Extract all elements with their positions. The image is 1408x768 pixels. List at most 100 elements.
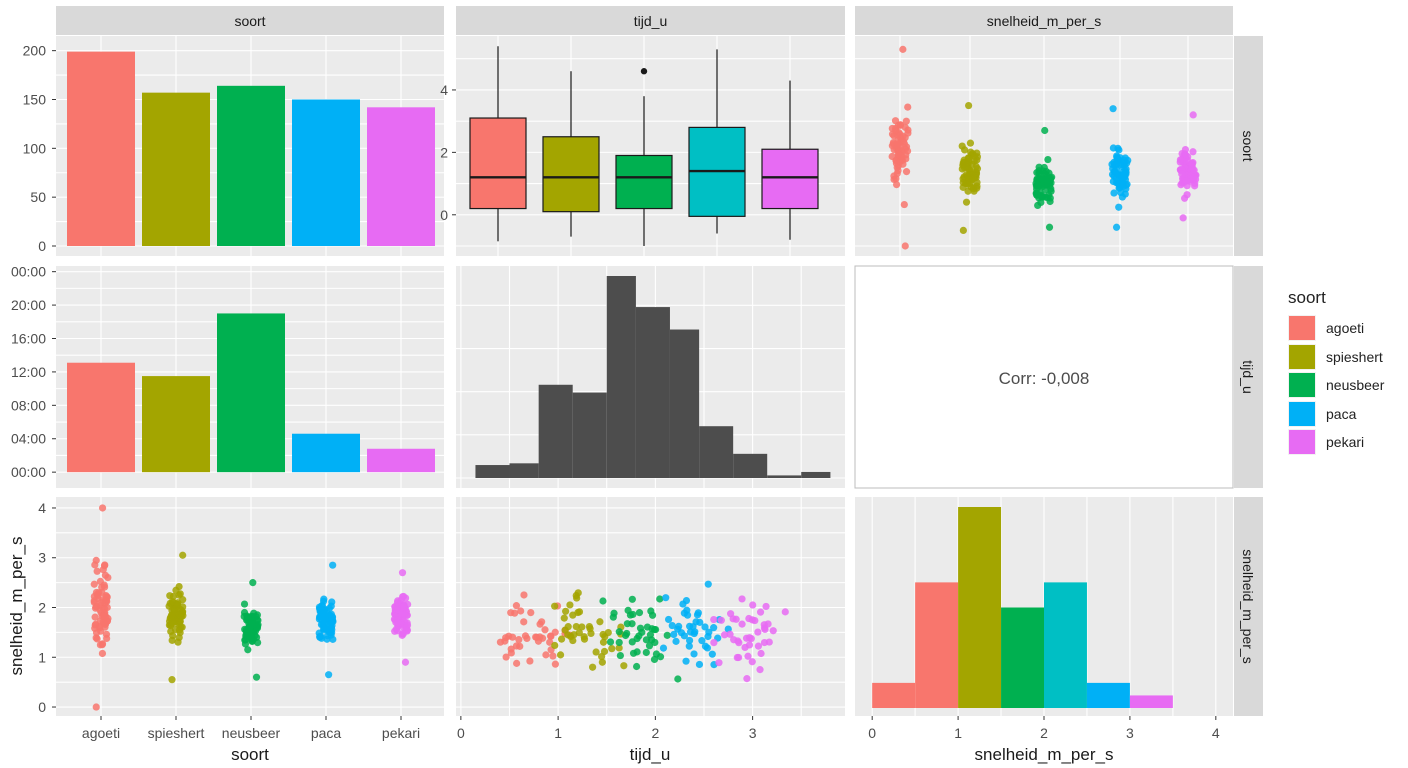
strip-point	[171, 616, 179, 624]
scatter-point	[538, 634, 547, 642]
strip-point	[400, 611, 409, 619]
histogram-bar	[1001, 607, 1044, 708]
panel-background	[854, 265, 1234, 489]
scatter-point	[659, 644, 668, 652]
scatter-point	[527, 609, 535, 617]
scatter-point	[633, 634, 641, 643]
scatter-point	[650, 655, 659, 664]
scatter-point	[744, 652, 752, 660]
strip-point	[98, 504, 107, 512]
x-tick-label: 1	[554, 725, 562, 741]
scatter-point	[623, 620, 631, 628]
strip-point	[1044, 155, 1052, 164]
y-tick-label: 200	[23, 43, 47, 59]
histogram-bar	[538, 384, 573, 478]
scatter-point	[570, 631, 578, 639]
scatter-point	[642, 636, 651, 644]
strip-point	[901, 242, 909, 250]
scatter-point	[566, 601, 574, 609]
strip-point	[973, 165, 982, 173]
strip-point	[891, 117, 900, 125]
strip-point	[391, 627, 399, 635]
strip-point	[903, 147, 912, 155]
strip-point	[898, 153, 906, 161]
strip-point	[902, 168, 911, 176]
scatter-point	[675, 622, 683, 631]
strip-point	[892, 156, 900, 165]
strip-point	[1041, 126, 1049, 135]
strip-point	[959, 226, 967, 234]
y-tick-label: 12:00	[11, 364, 46, 380]
histogram-bar	[915, 582, 959, 708]
scatter-point	[588, 663, 597, 671]
histogram-bar	[1086, 682, 1130, 708]
x-tick-label: 0	[457, 725, 465, 741]
scatter-point	[633, 648, 641, 656]
histogram-bar	[801, 471, 831, 478]
strip-point	[394, 618, 402, 627]
scatter-point	[756, 666, 764, 674]
strip-point	[327, 602, 335, 610]
strip-point	[1121, 167, 1129, 175]
scatter-point	[738, 595, 746, 603]
histogram-bar	[767, 475, 802, 478]
scatter-point	[502, 634, 510, 642]
strip-point	[964, 180, 972, 188]
scatter-point	[502, 653, 510, 661]
scatter-point	[507, 645, 515, 653]
legend-item-pekari: pekari	[1288, 428, 1384, 457]
scatter-point	[521, 632, 530, 640]
strip-point	[965, 101, 973, 110]
bar	[217, 85, 285, 246]
strip-point	[400, 603, 408, 611]
scatter-point	[663, 631, 671, 639]
legend-item-agoeti: agoeti	[1288, 314, 1384, 343]
scatter-point	[599, 638, 608, 646]
strip-point	[1191, 182, 1199, 190]
strip-point	[399, 630, 407, 638]
legend-swatch	[1289, 316, 1315, 341]
strip-point	[1109, 105, 1117, 113]
scatter-point	[512, 602, 521, 610]
scatter-point	[686, 636, 694, 645]
scatter-point	[745, 634, 754, 642]
strip-point	[966, 139, 975, 147]
y-tick-label: 20:00	[11, 297, 46, 313]
y-tick-label: 00:00	[11, 464, 46, 480]
strip-top-label: snelheid_m_per_s	[987, 13, 1101, 29]
scatter-point	[538, 618, 546, 626]
scatter-point	[629, 610, 637, 619]
legend-title: soort	[1288, 288, 1326, 307]
strip-point	[168, 676, 176, 684]
strip-point	[175, 582, 183, 591]
strip-point	[316, 632, 324, 641]
scatter-point	[656, 653, 665, 661]
y-tick-label: 0	[38, 238, 46, 254]
legend-item-neusbeer: neusbeer	[1288, 371, 1384, 400]
scatter-point	[701, 623, 709, 631]
scatter-point	[508, 633, 517, 641]
scatter-point	[664, 615, 673, 624]
histogram-bar	[572, 392, 607, 478]
scatter-point	[749, 601, 757, 609]
box	[615, 154, 673, 210]
strip-point	[1115, 203, 1123, 211]
legend-swatch	[1289, 373, 1315, 398]
scatter-point	[748, 658, 756, 666]
x-tick-label: pekari	[382, 725, 420, 741]
strip-point	[245, 628, 253, 636]
x-tick-label: 2	[651, 725, 659, 741]
strip-point	[103, 603, 111, 612]
histogram-bar	[475, 465, 510, 478]
histogram-bar	[958, 507, 1002, 708]
strip-point	[969, 184, 978, 192]
scatter-point	[516, 642, 524, 650]
strip-point	[896, 121, 905, 129]
strip-point	[99, 596, 107, 604]
bar	[367, 107, 435, 246]
strip-point	[900, 200, 908, 209]
legend: soort agoeti spieshert neusbeer paca pek…	[1288, 288, 1384, 457]
y-tick-label: 0	[440, 207, 448, 223]
strip-point	[329, 635, 337, 643]
